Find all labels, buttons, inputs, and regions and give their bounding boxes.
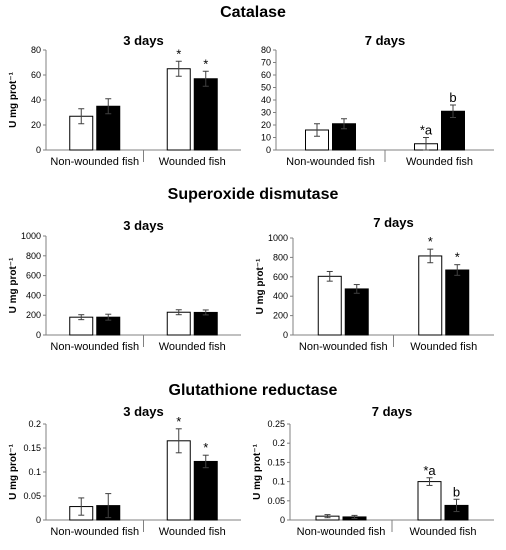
bar — [317, 275, 342, 336]
y-tick-label: 0 — [36, 145, 41, 155]
significance-label: * — [203, 440, 208, 455]
x-category-label: Wounded fish — [159, 526, 226, 538]
x-category-label: Non-wounded fish — [50, 341, 139, 353]
y-tick-label: 1000 — [21, 231, 41, 241]
y-tick-label: 0 — [283, 330, 288, 340]
bar — [193, 311, 218, 336]
y-tick-label: 20 — [261, 120, 271, 130]
panel-title: 3 days — [123, 218, 163, 233]
y-axis-label: U mg prot⁻¹ — [252, 443, 263, 499]
y-tick-label: 0.1 — [28, 467, 41, 477]
y-tick-label: 400 — [26, 290, 41, 300]
y-tick-label: 0 — [280, 515, 285, 525]
y-tick-label: 800 — [273, 252, 288, 262]
y-tick-label: 0.25 — [267, 419, 285, 429]
y-tick-label: 200 — [26, 310, 41, 320]
bar — [193, 78, 218, 151]
y-tick-label: 80 — [31, 45, 41, 55]
significance-label: * — [455, 250, 460, 265]
significance-label: b — [453, 484, 460, 499]
y-axis-label: U mg prot⁻¹ — [8, 71, 19, 127]
bar — [193, 460, 218, 521]
significance-label: *a — [420, 123, 433, 138]
y-tick-label: 0.15 — [267, 457, 285, 467]
significance-label: * — [203, 56, 208, 71]
y-tick-label: 0.05 — [267, 496, 285, 506]
x-category-label: Wounded fish — [159, 341, 226, 353]
y-tick-label: 0.15 — [23, 443, 41, 453]
y-tick-label: 600 — [273, 272, 288, 282]
x-category-label: Wounded fish — [409, 526, 476, 538]
y-tick-label: 0.05 — [23, 491, 41, 501]
section-title-superoxide-dismutase: Superoxide dismutase — [167, 186, 339, 203]
x-category-label: Non-wounded fish — [297, 526, 386, 538]
x-category-label: Non-wounded fish — [50, 526, 139, 538]
y-tick-label: 60 — [31, 70, 41, 80]
y-tick-label: 70 — [261, 58, 271, 68]
y-tick-label: 40 — [31, 95, 41, 105]
y-tick-label: 0 — [266, 145, 271, 155]
y-tick-label: 20 — [31, 120, 41, 130]
x-category-label: Non-wounded fish — [50, 156, 139, 168]
y-tick-label: 0.2 — [272, 438, 285, 448]
y-tick-label: 0 — [36, 515, 41, 525]
section-title-glutathione-reductase: Glutathione reductase — [168, 382, 338, 399]
y-tick-label: 800 — [26, 251, 41, 261]
significance-label: * — [176, 46, 181, 61]
significance-label: * — [176, 414, 181, 429]
significance-label: * — [428, 234, 433, 249]
y-tick-label: 80 — [261, 45, 271, 55]
bar — [344, 288, 369, 336]
bar — [445, 269, 470, 336]
x-category-label: Wounded fish — [410, 341, 477, 353]
x-category-label: Wounded fish — [159, 156, 226, 168]
y-tick-label: 200 — [273, 311, 288, 321]
y-tick-label: 0.1 — [272, 477, 285, 487]
panel-title: 7 days — [365, 33, 405, 48]
x-category-label: Non-wounded fish — [299, 341, 388, 353]
x-category-label: Wounded fish — [406, 156, 473, 168]
y-tick-label: 50 — [261, 83, 271, 93]
bar — [417, 481, 442, 521]
x-category-label: Non-wounded fish — [286, 156, 375, 168]
y-tick-label: 600 — [26, 271, 41, 281]
bar — [166, 311, 191, 336]
bar — [166, 68, 191, 151]
y-tick-label: 400 — [273, 291, 288, 301]
y-tick-label: 0 — [36, 330, 41, 340]
panel-title: 3 days — [123, 33, 163, 48]
panel-title: 3 days — [123, 404, 163, 419]
y-tick-label: 60 — [261, 70, 271, 80]
y-tick-label: 0.2 — [28, 419, 41, 429]
significance-label: *a — [423, 463, 436, 478]
y-axis-label: U mg prot⁻¹ — [8, 443, 19, 499]
significance-label: b — [449, 90, 456, 105]
panel-title: 7 days — [372, 404, 412, 419]
y-tick-label: 30 — [261, 108, 271, 118]
section-title-catalase: Catalase — [220, 4, 286, 21]
y-axis-label: U mg prot⁻¹ — [8, 257, 19, 313]
panel-title: 7 days — [373, 215, 413, 230]
y-tick-label: 1000 — [268, 233, 288, 243]
bar — [418, 255, 443, 336]
y-tick-label: 40 — [261, 95, 271, 105]
y-tick-label: 10 — [261, 133, 271, 143]
y-axis-label: U mg prot⁻¹ — [255, 258, 266, 314]
